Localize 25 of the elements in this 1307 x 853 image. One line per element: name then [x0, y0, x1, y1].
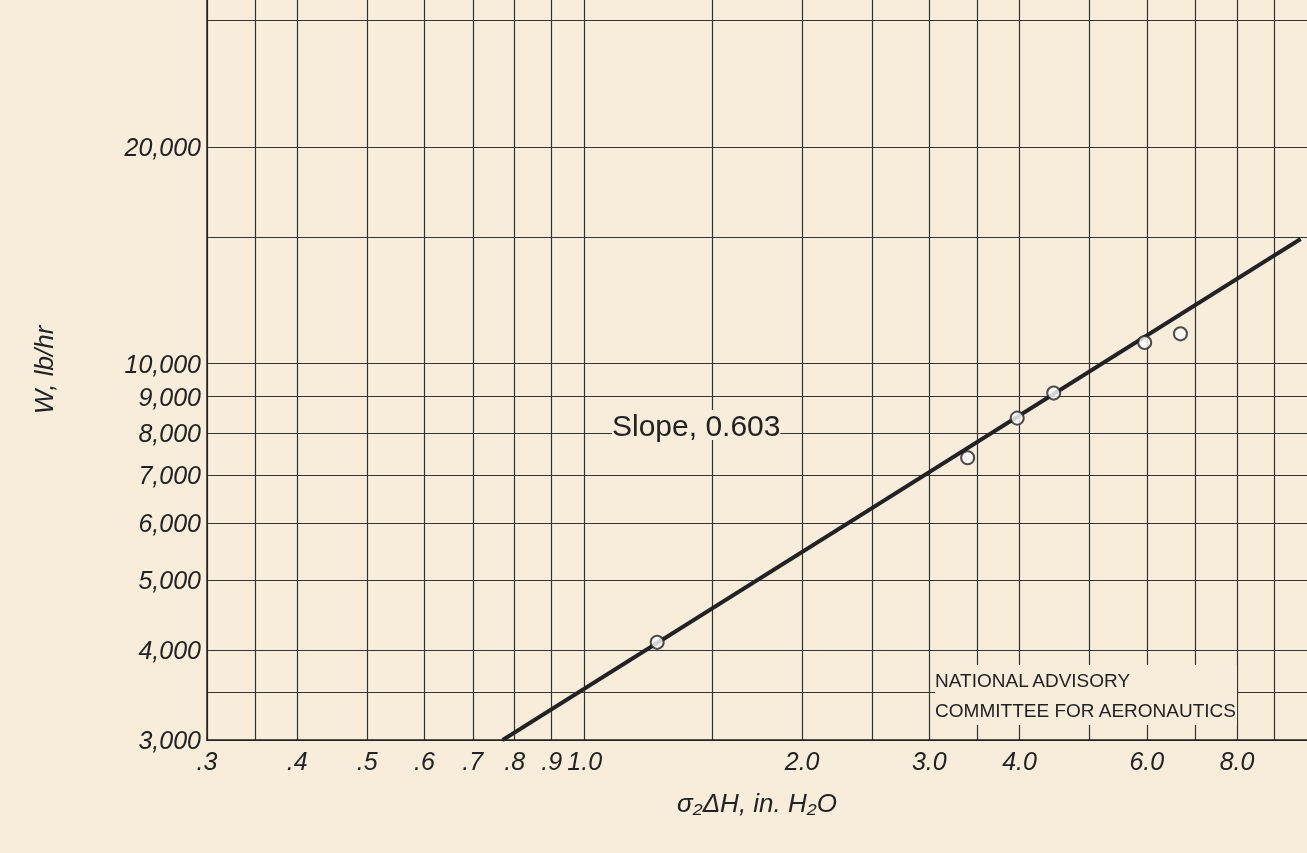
y-tick-label: 4,000 [138, 636, 202, 665]
x-tick-label: 6.0 [1129, 746, 1165, 775]
x-tick-label: .6 [414, 746, 435, 775]
y-tick-label: 6,000 [138, 509, 202, 538]
x-tick-label: 4.0 [1002, 746, 1038, 775]
y-tick-label: 5,000 [138, 566, 202, 595]
y-tick-label: 10,000 [124, 349, 202, 378]
y-tick-label: 7,000 [138, 461, 202, 490]
x-tick-label: 2.0 [783, 746, 820, 775]
x-tick-label: .8 [504, 746, 526, 775]
x-tick-label: 3.0 [911, 746, 947, 775]
x-tick-label: .9 [541, 746, 563, 775]
y-tick-label: 3,000 [138, 726, 202, 754]
annotation: NATIONAL ADVISORY COMMITTEE FOR AERONAUTICS [935, 669, 1236, 721]
y-tick-label: 8,000 [138, 419, 202, 448]
annotation: Slope, 0.603 [612, 408, 781, 442]
x-axis-title: σ₂ΔH, in. H₂O [677, 788, 837, 818]
x-tick-label: 1.0 [567, 746, 603, 775]
y-tick-label: 9,000 [138, 382, 202, 411]
x-tick-label: .4 [286, 746, 308, 775]
x-tick-label: 8.0 [1219, 746, 1255, 775]
x-tick-label: .5 [356, 746, 378, 775]
y-tick-label: 20,000 [123, 132, 202, 161]
y-axis-title: W, lb/hr [29, 324, 59, 415]
x-tick-label: .7 [462, 746, 485, 775]
